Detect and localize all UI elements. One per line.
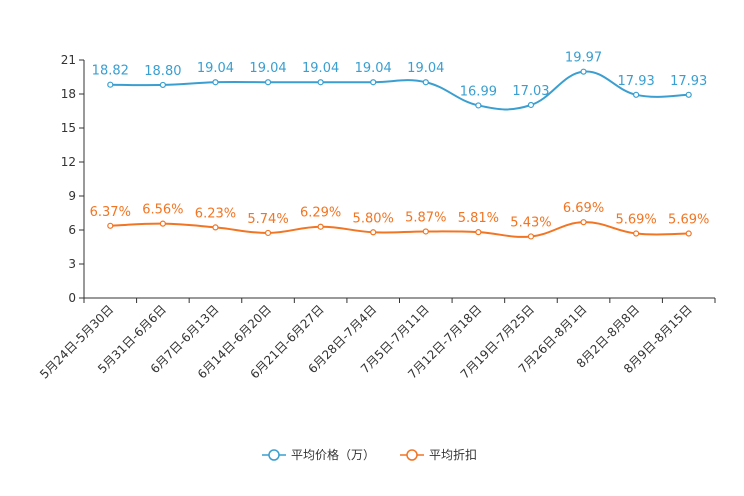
data-point[interactable] (633, 230, 640, 237)
data-label: 17.93 (618, 74, 655, 89)
data-label: 5.69% (668, 213, 709, 228)
data-label: 19.04 (355, 61, 392, 76)
data-label: 6.23% (195, 206, 236, 221)
y-tick-label: 18 (61, 87, 76, 101)
data-label: 19.04 (302, 61, 339, 76)
data-point[interactable] (580, 219, 587, 226)
legend: 平均价格（万） 平均折扣 (262, 447, 477, 462)
legend-item-0[interactable]: 平均价格（万） (262, 447, 375, 462)
series-1: 6.37% 6.56% 6.23% 5.74% 6.29% 5.80% 5.87% 5.81%… (90, 201, 709, 240)
series-0: 18.82 18.80 19.04 19.04 19.04 19.04 19.04 16.99… (92, 51, 707, 111)
data-label: 19.04 (197, 61, 234, 76)
data-label: 16.99 (460, 84, 497, 99)
data-point[interactable] (633, 91, 640, 98)
data-label: 5.81% (458, 211, 499, 226)
data-point[interactable] (685, 230, 692, 237)
y-axis-ticks: 0 3 6 9 12 15 18 21 (61, 53, 84, 305)
data-label: 5.74% (247, 212, 288, 227)
data-point[interactable] (317, 79, 324, 86)
data-label: 6.56% (142, 203, 183, 218)
data-point[interactable] (422, 79, 429, 86)
data-point[interactable] (527, 233, 535, 240)
legend-marker (268, 449, 280, 461)
legend-label: 平均价格（万） (291, 447, 375, 462)
legend-item-1[interactable]: 平均折扣 (400, 447, 477, 462)
legend-label: 平均折扣 (429, 447, 477, 462)
data-label: 19.04 (407, 61, 444, 76)
data-label: 5.43% (510, 215, 551, 230)
data-point[interactable] (370, 229, 377, 236)
data-label: 17.03 (512, 84, 549, 99)
data-point[interactable] (264, 79, 272, 86)
data-point[interactable] (159, 220, 166, 227)
data-point[interactable] (422, 228, 429, 235)
data-point[interactable] (107, 222, 114, 229)
data-label: 18.80 (144, 64, 181, 79)
data-point[interactable] (475, 102, 482, 109)
data-label: 6.37% (90, 205, 131, 220)
y-tick-label: 15 (61, 121, 76, 135)
legend-marker (406, 449, 418, 461)
y-tick-label: 3 (68, 257, 76, 271)
data-label: 19.97 (565, 51, 602, 66)
data-point[interactable] (212, 224, 219, 231)
y-tick-label: 12 (61, 155, 76, 169)
data-label: 5.69% (615, 213, 656, 228)
y-tick-label: 6 (68, 223, 76, 237)
series-line (110, 70, 689, 111)
data-point[interactable] (212, 79, 219, 86)
axes (83, 60, 715, 299)
data-label: 6.29% (300, 206, 341, 221)
data-point[interactable] (317, 223, 324, 230)
y-tick-label: 21 (61, 53, 76, 67)
data-point[interactable] (370, 79, 377, 86)
data-point[interactable] (527, 101, 535, 109)
y-tick-label: 9 (68, 189, 76, 203)
data-point[interactable] (107, 81, 114, 88)
series-line (110, 221, 689, 238)
y-tick-label: 0 (68, 291, 76, 305)
data-label: 5.80% (353, 211, 394, 226)
series-layer: 18.82 18.80 19.04 19.04 19.04 19.04 19.04 16.99… (90, 51, 709, 240)
data-label: 17.93 (670, 74, 707, 89)
data-label: 19.04 (249, 61, 286, 76)
data-label: 6.69% (563, 201, 604, 216)
data-label: 18.82 (92, 64, 129, 79)
data-label: 5.87% (405, 210, 446, 225)
data-point[interactable] (475, 229, 482, 236)
data-point[interactable] (580, 68, 587, 75)
x-axis-ticks: 5月24日-5月30日5月31日-6月6日6月7日-6月13日6月14日-6月2… (37, 298, 716, 382)
data-point[interactable] (264, 229, 272, 237)
data-point[interactable] (685, 91, 692, 98)
data-point[interactable] (159, 81, 166, 89)
